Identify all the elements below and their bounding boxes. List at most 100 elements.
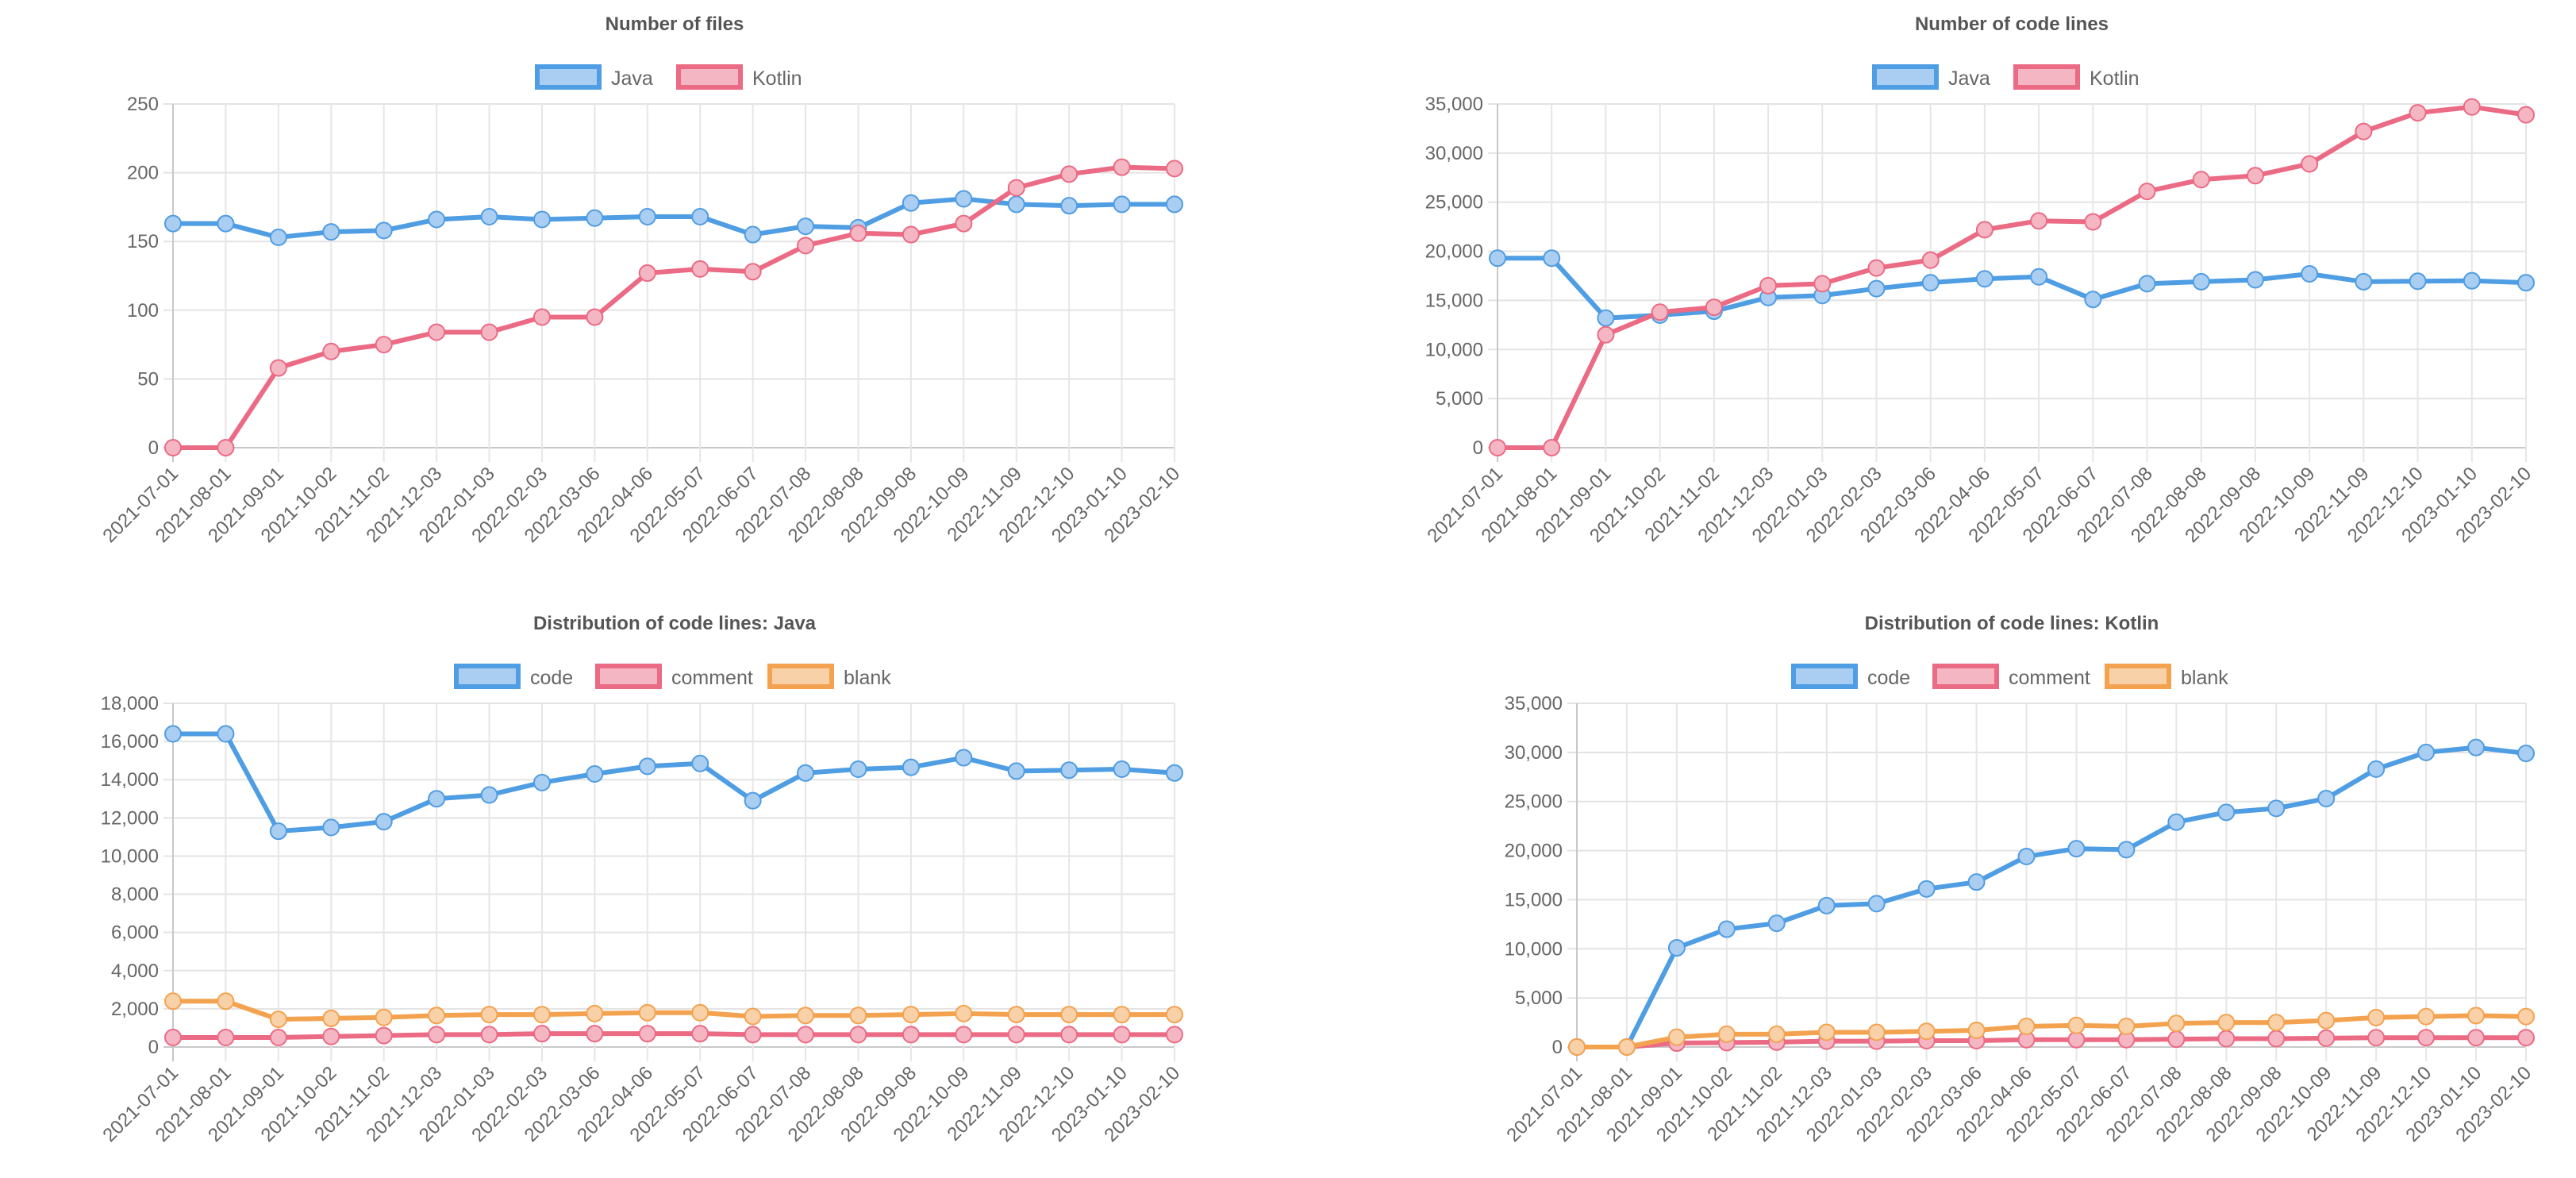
data-point[interactable] <box>744 1026 762 1044</box>
legend-item-code[interactable]: code <box>1791 664 1910 689</box>
data-point[interactable] <box>164 725 182 743</box>
data-point[interactable] <box>322 1027 340 1045</box>
data-point[interactable] <box>1007 195 1025 214</box>
data-point[interactable] <box>2117 1018 2136 1036</box>
data-point[interactable] <box>2017 847 2036 865</box>
data-point[interactable] <box>1917 1022 1936 1041</box>
data-point[interactable] <box>797 237 815 255</box>
data-point[interactable] <box>2067 1016 2086 1034</box>
data-point[interactable] <box>375 336 393 354</box>
data-point[interactable] <box>1166 195 1183 214</box>
data-point[interactable] <box>480 323 498 341</box>
data-point[interactable] <box>849 1007 867 1025</box>
data-point[interactable] <box>1060 165 1078 183</box>
legend-item-java[interactable]: Java <box>535 64 653 90</box>
data-point[interactable] <box>164 992 182 1011</box>
data-point[interactable] <box>2167 1014 2186 1033</box>
data-point[interactable] <box>2463 98 2481 116</box>
data-point[interactable] <box>2367 1029 2386 1047</box>
data-point[interactable] <box>1060 1026 1078 1044</box>
data-point[interactable] <box>1007 762 1025 780</box>
data-point[interactable] <box>1489 249 1506 268</box>
data-point[interactable] <box>533 1006 551 1024</box>
data-point[interactable] <box>1166 1006 1183 1024</box>
data-point[interactable] <box>638 1003 656 1022</box>
data-point[interactable] <box>1617 1038 1636 1056</box>
data-point[interactable] <box>2192 272 2210 291</box>
data-point[interactable] <box>217 1028 235 1046</box>
data-point[interactable] <box>2030 212 2048 230</box>
data-point[interactable] <box>533 308 551 326</box>
data-point[interactable] <box>1867 259 1886 277</box>
data-point[interactable] <box>902 1006 920 1024</box>
data-point[interactable] <box>638 264 656 283</box>
data-point[interactable] <box>2467 1007 2486 1025</box>
data-point[interactable] <box>1597 309 1615 327</box>
data-point[interactable] <box>2084 291 2102 309</box>
legend-item-kotlin[interactable]: Kotlin <box>676 64 802 90</box>
data-point[interactable] <box>2138 183 2156 201</box>
data-point[interactable] <box>375 813 393 831</box>
legend-item-blank[interactable]: blank <box>2105 664 2228 689</box>
data-point[interactable] <box>428 790 446 808</box>
data-point[interactable] <box>2317 790 2336 808</box>
data-point[interactable] <box>2067 840 2086 858</box>
data-point[interactable] <box>480 208 498 226</box>
data-point[interactable] <box>586 1025 604 1043</box>
data-point[interactable] <box>1917 880 1936 898</box>
data-point[interactable] <box>744 225 762 244</box>
legend-item-java[interactable]: Java <box>1872 64 1990 90</box>
data-point[interactable] <box>2192 171 2210 189</box>
data-point[interactable] <box>744 791 762 810</box>
legend-item-comment[interactable]: comment <box>1932 664 2090 689</box>
data-point[interactable] <box>586 209 604 227</box>
data-point[interactable] <box>1667 1028 1686 1046</box>
data-point[interactable] <box>902 758 920 776</box>
data-point[interactable] <box>428 1007 446 1025</box>
data-point[interactable] <box>269 1028 287 1046</box>
data-point[interactable] <box>691 1025 709 1043</box>
data-point[interactable] <box>2267 799 2286 818</box>
data-point[interactable] <box>849 224 867 242</box>
data-point[interactable] <box>2301 155 2319 173</box>
data-point[interactable] <box>2467 738 2486 756</box>
data-point[interactable] <box>2117 841 2136 859</box>
data-point[interactable] <box>1651 303 1669 321</box>
data-point[interactable] <box>269 822 287 841</box>
data-point[interactable] <box>2301 265 2319 283</box>
data-point[interactable] <box>2517 106 2535 124</box>
data-point[interactable] <box>2267 1030 2286 1048</box>
data-point[interactable] <box>797 1007 815 1025</box>
data-point[interactable] <box>586 308 604 326</box>
data-point[interactable] <box>1113 158 1131 176</box>
data-point[interactable] <box>2167 1030 2186 1049</box>
data-point[interactable] <box>955 214 973 233</box>
data-point[interactable] <box>2030 268 2048 286</box>
data-point[interactable] <box>797 218 815 236</box>
data-point[interactable] <box>2517 274 2535 292</box>
data-point[interactable] <box>797 764 815 782</box>
data-point[interactable] <box>1166 160 1183 178</box>
data-point[interactable] <box>1717 920 1736 938</box>
data-point[interactable] <box>1113 1026 1131 1044</box>
data-point[interactable] <box>744 1007 762 1026</box>
data-point[interactable] <box>1817 1023 1836 1041</box>
data-point[interactable] <box>1166 764 1183 782</box>
data-point[interactable] <box>2467 1029 2486 1047</box>
data-point[interactable] <box>1113 1006 1131 1024</box>
data-point[interactable] <box>1489 439 1506 456</box>
data-point[interactable] <box>2367 760 2386 778</box>
data-point[interactable] <box>1060 197 1078 215</box>
data-point[interactable] <box>375 1026 393 1045</box>
data-point[interactable] <box>2409 104 2427 122</box>
data-point[interactable] <box>2463 271 2481 290</box>
data-point[interactable] <box>797 1026 815 1044</box>
data-point[interactable] <box>1113 195 1131 214</box>
data-point[interactable] <box>1007 1026 1025 1044</box>
data-point[interactable] <box>2017 1018 2036 1036</box>
data-point[interactable] <box>1767 1025 1786 1043</box>
data-point[interactable] <box>164 214 182 233</box>
data-point[interactable] <box>1543 249 1561 268</box>
data-point[interactable] <box>1007 179 1025 197</box>
data-point[interactable] <box>533 210 551 229</box>
